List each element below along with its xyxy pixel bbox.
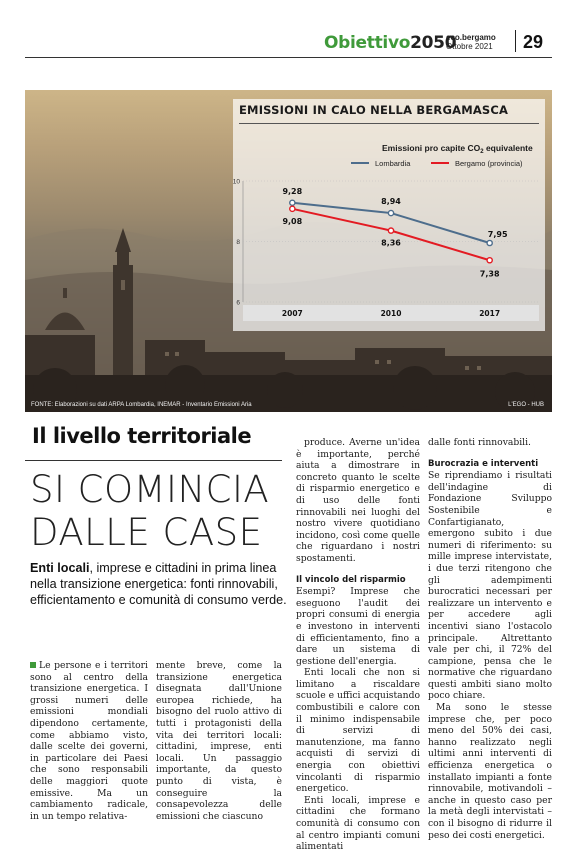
column-3-paragraph-3: Enti locali che non si limitano a riscal… bbox=[296, 667, 420, 795]
article-column-4: dalle fonti rinnovabili. Burocrazia e in… bbox=[428, 437, 552, 841]
header-rule bbox=[25, 57, 552, 58]
data-point bbox=[387, 227, 395, 234]
chart-title-rule bbox=[239, 123, 539, 124]
x-tick-label: 2017 bbox=[479, 309, 500, 318]
headline-line-2: DALLE CASE bbox=[30, 511, 263, 554]
data-label: 7,95 bbox=[488, 230, 508, 239]
section-brand: Obiettivo2050 bbox=[324, 33, 457, 53]
publication-date: Ottobre 2021 bbox=[446, 42, 493, 51]
photo-credit: L'EGO - HUB bbox=[508, 402, 544, 408]
column-3-paragraph-1: produce. Averne un'idea è importante, pe… bbox=[296, 437, 420, 564]
data-label: 8,36 bbox=[381, 239, 401, 248]
chart-source-note: FONTE: Elaborazioni su dati ARPA Lombard… bbox=[31, 402, 252, 408]
headline-line-1: SI COMINCIA bbox=[30, 468, 270, 511]
publication-name: eco.bergamo bbox=[446, 33, 496, 42]
y-axis-ticks: 10 8 6 bbox=[233, 179, 240, 307]
chart-series: 9,28 8,94 7,95 9,08 8,36 7,38 bbox=[282, 187, 508, 278]
article-column-3: produce. Averne un'idea è importante, pe… bbox=[296, 437, 420, 853]
chart-subtitle-main: Emissioni pro capite CO bbox=[382, 143, 481, 153]
article-column-1: Le persone e i territori sono al centro … bbox=[30, 660, 148, 822]
y-tick-label: 8 bbox=[236, 239, 240, 246]
x-tick-label: 2007 bbox=[282, 309, 303, 318]
column-2-text: mente breve, come la transizione energet… bbox=[156, 660, 282, 822]
column-4-paragraph-2: Se riprendiamo i risultati dell'indagine… bbox=[428, 470, 552, 702]
header-separator bbox=[515, 30, 516, 52]
paragraph-bullet-icon bbox=[30, 662, 36, 668]
x-axis-band-bg bbox=[243, 305, 539, 321]
article-kicker: Il livello territoriale bbox=[32, 424, 252, 448]
data-point bbox=[486, 256, 493, 264]
page-header: Obiettivo2050 eco.bergamo Ottobre 2021 2… bbox=[0, 0, 580, 62]
emissions-line-chart: Emissioni pro capite CO2 equivalente Lom… bbox=[233, 143, 539, 321]
chart-title: EMISSIONI IN CALO NELLA BERGAMASCA bbox=[239, 103, 509, 117]
legend-label: Bergamo (provincia) bbox=[455, 159, 523, 168]
column-4-paragraph-3: Ma sono le stesse imprese che, per poco … bbox=[428, 702, 552, 841]
column-3-paragraph-4: Enti locali, imprese e cittadini che for… bbox=[296, 794, 420, 853]
series-line bbox=[292, 201, 490, 244]
kicker-rule bbox=[25, 460, 282, 461]
chart-legend: Lombardia Bergamo (provincia) bbox=[351, 159, 523, 168]
chart-subtitle: Emissioni pro capite CO2 equivalente bbox=[382, 143, 533, 155]
publication-info: eco.bergamo Ottobre 2021 bbox=[446, 33, 496, 51]
y-tick-label: 10 bbox=[233, 179, 240, 186]
page-number: 29 bbox=[523, 32, 544, 52]
column-4-subheading: Burocrazia e interventi bbox=[428, 458, 539, 469]
y-tick-label: 6 bbox=[236, 300, 240, 307]
brand-main: Obiettivo bbox=[324, 33, 411, 53]
data-label: 9,28 bbox=[282, 187, 302, 196]
legend-label: Lombardia bbox=[375, 159, 411, 168]
column-1-text: Le persone e i territori sono al centro … bbox=[30, 660, 148, 822]
chart-subtitle-sub: 2 bbox=[480, 149, 484, 155]
data-point bbox=[387, 209, 395, 217]
article-column-2: mente breve, come la transizione energet… bbox=[156, 660, 282, 822]
x-tick-label: 2010 bbox=[381, 309, 402, 318]
data-label: 7,38 bbox=[480, 269, 500, 278]
x-axis-band: 2007 2010 2017 bbox=[243, 305, 539, 321]
data-point bbox=[289, 205, 296, 213]
data-point bbox=[486, 239, 493, 247]
brand-year: 2050 bbox=[410, 33, 457, 53]
article-headline: SI COMINCIA DALLE CASE bbox=[30, 468, 269, 554]
lead-bold: Enti locali bbox=[30, 561, 90, 575]
data-point bbox=[289, 199, 296, 207]
column-4-paragraph-1: dalle fonti rinnovabili. bbox=[428, 437, 531, 448]
chart-subtitle-rest: equivalente bbox=[484, 143, 533, 153]
emissions-chart-panel: EMISSIONI IN CALO NELLA BERGAMASCA Emiss… bbox=[233, 99, 545, 331]
data-label: 9,08 bbox=[282, 217, 302, 226]
article-lead: Enti locali, imprese e cittadini in prim… bbox=[30, 560, 290, 608]
lead-text: , imprese e cittadini in prima linea nel… bbox=[30, 561, 287, 607]
column-3-paragraph-2: Esempi? Imprese che eseguono l'audit dei… bbox=[296, 586, 420, 667]
column-3-subheading: Il vincolo del risparmio bbox=[296, 574, 406, 585]
data-label: 8,94 bbox=[381, 197, 401, 206]
